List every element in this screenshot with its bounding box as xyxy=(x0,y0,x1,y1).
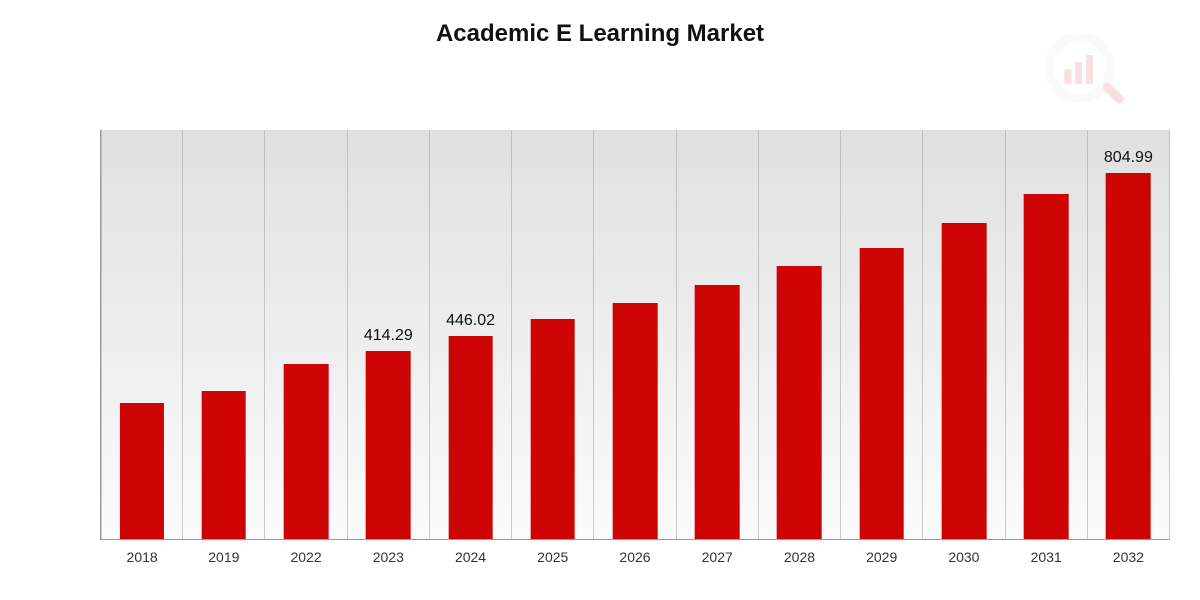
grid-slot: 2030 xyxy=(923,130,1005,539)
watermark-logo-icon xyxy=(1040,28,1130,118)
grid-slot: 2025 xyxy=(512,130,594,539)
grid-slot: 2026 xyxy=(594,130,676,539)
bar-value-label: 804.99 xyxy=(1104,149,1153,167)
grid-slot: 2029 xyxy=(841,130,923,539)
grid-slot: 446.022024 xyxy=(430,130,512,539)
grid-slot: 2031 xyxy=(1006,130,1088,539)
x-axis-tick-label: 2025 xyxy=(537,549,568,565)
bar xyxy=(448,336,493,539)
grid-slot: 2028 xyxy=(759,130,841,539)
x-axis-tick-label: 2018 xyxy=(127,549,158,565)
bar-value-label: 446.02 xyxy=(446,312,495,330)
bar-value-label: 414.29 xyxy=(364,327,413,345)
grid-slot: 2018 xyxy=(101,130,183,539)
grid-slot: 414.292023 xyxy=(348,130,430,539)
grid-slot: 804.992032 xyxy=(1088,130,1170,539)
bar xyxy=(942,223,987,539)
bar xyxy=(1024,194,1069,539)
x-axis-tick-label: 2031 xyxy=(1031,549,1062,565)
grid-slot: 2022 xyxy=(265,130,347,539)
bar xyxy=(613,303,658,539)
x-axis-tick-label: 2032 xyxy=(1113,549,1144,565)
bar xyxy=(120,403,164,539)
bar xyxy=(1106,173,1151,539)
x-axis-tick-label: 2026 xyxy=(619,549,650,565)
x-axis-tick-label: 2028 xyxy=(784,549,815,565)
x-axis-tick-label: 2019 xyxy=(208,549,239,565)
bar xyxy=(859,248,904,539)
grid-slot: 2019 xyxy=(183,130,265,539)
bar xyxy=(366,351,411,539)
bar xyxy=(202,391,247,539)
bar xyxy=(530,319,575,539)
x-axis-tick-label: 2022 xyxy=(290,549,321,565)
x-axis-tick-label: 2029 xyxy=(866,549,897,565)
grid-slot: 2027 xyxy=(677,130,759,539)
chart-plot-area: 201820192022414.292023446.02202420252026… xyxy=(100,130,1170,540)
bar xyxy=(284,364,329,539)
bar xyxy=(695,285,740,539)
x-axis-tick-label: 2030 xyxy=(948,549,979,565)
x-axis-tick-label: 2027 xyxy=(702,549,733,565)
bar xyxy=(777,266,822,539)
x-axis-tick-label: 2024 xyxy=(455,549,486,565)
x-axis-tick-label: 2023 xyxy=(373,549,404,565)
chart-title: Academic E Learning Market xyxy=(0,20,1200,48)
